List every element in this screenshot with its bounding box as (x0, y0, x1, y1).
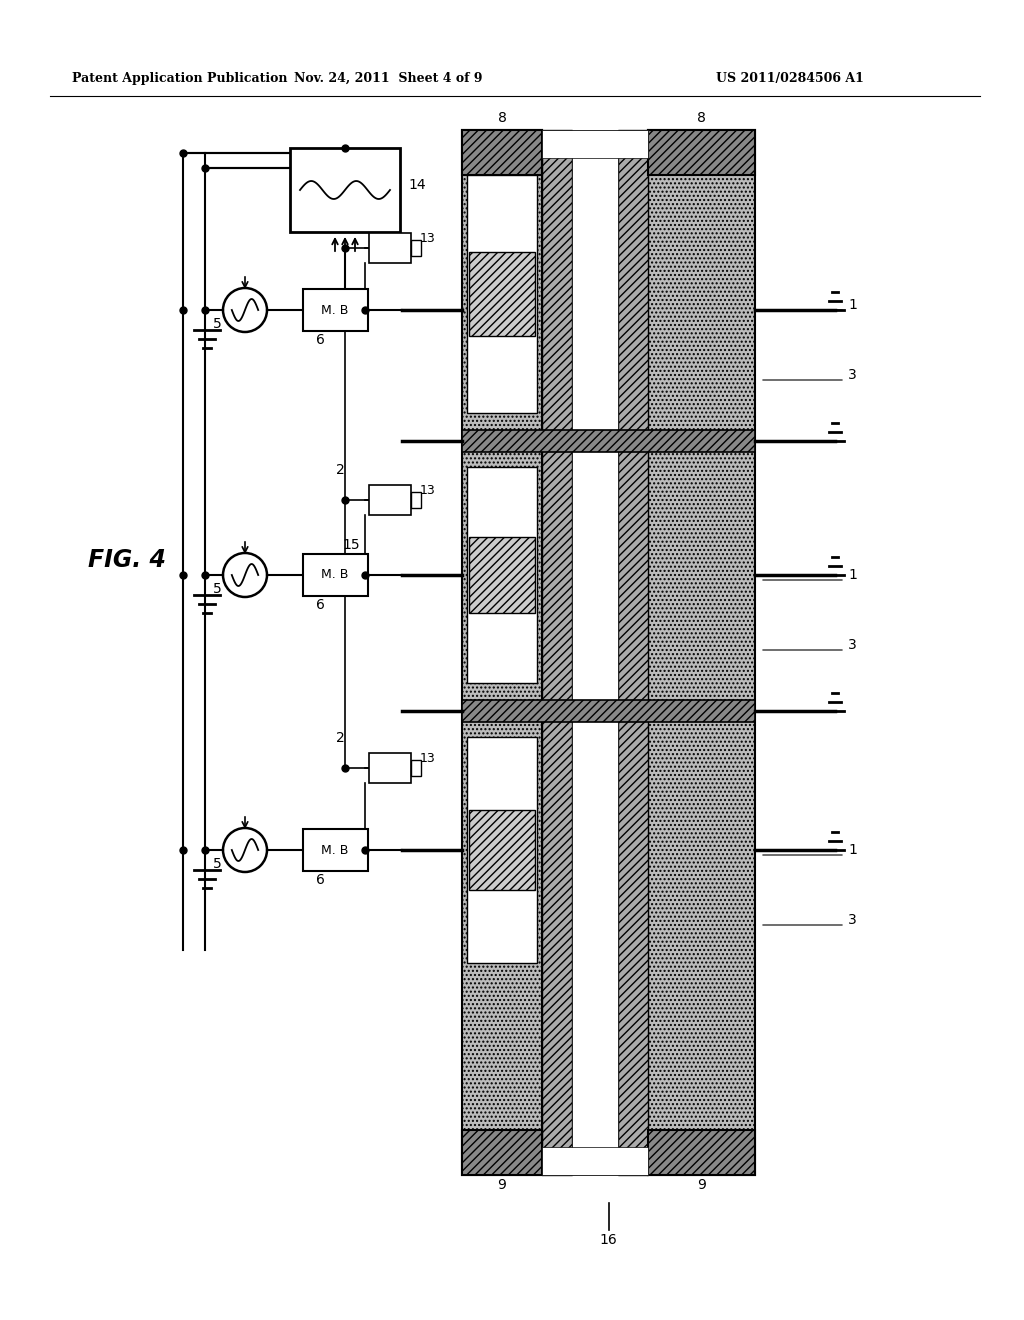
Text: 15: 15 (342, 539, 360, 552)
Text: Patent Application Publication: Patent Application Publication (72, 73, 288, 84)
Bar (302, 289, 368, 331)
Bar (648, 129, 755, 1175)
Text: US 2011/0284506 A1: US 2011/0284506 A1 (716, 73, 864, 84)
Text: M. B: M. B (322, 569, 349, 582)
Bar (302, 554, 368, 597)
Text: M. B: M. B (322, 843, 349, 857)
Bar (542, 129, 648, 158)
Bar (469, 810, 535, 890)
Text: 5: 5 (213, 857, 221, 871)
Bar (411, 492, 421, 508)
Text: 8: 8 (498, 111, 507, 125)
Text: 3: 3 (848, 913, 857, 927)
Bar (467, 737, 537, 964)
Bar (648, 129, 755, 176)
Text: 8: 8 (697, 111, 706, 125)
Bar (369, 752, 411, 783)
Text: 2: 2 (336, 463, 344, 477)
Bar (302, 829, 368, 871)
Text: 6: 6 (315, 333, 325, 347)
Text: 9: 9 (697, 1177, 706, 1192)
Bar (467, 467, 537, 682)
Bar (411, 760, 421, 776)
Text: Nov. 24, 2011  Sheet 4 of 9: Nov. 24, 2011 Sheet 4 of 9 (294, 73, 482, 84)
Bar (462, 129, 542, 176)
Bar (469, 252, 535, 335)
Bar (369, 234, 411, 263)
Bar (572, 129, 618, 1175)
Bar (467, 176, 537, 413)
Text: 3: 3 (848, 368, 857, 381)
Text: 1: 1 (848, 843, 857, 857)
Text: 13: 13 (420, 483, 436, 496)
Text: 3: 3 (848, 638, 857, 652)
Text: M. B: M. B (322, 304, 349, 317)
Bar (462, 1130, 542, 1175)
Text: 13: 13 (420, 751, 436, 764)
Bar (462, 430, 755, 451)
Bar (411, 240, 421, 256)
Text: 5: 5 (213, 582, 221, 597)
Bar (290, 148, 400, 232)
Text: 6: 6 (315, 873, 325, 887)
Bar (369, 484, 411, 515)
Text: 14: 14 (408, 178, 426, 191)
Text: 1: 1 (848, 298, 857, 312)
Bar (462, 700, 755, 722)
Bar (542, 129, 572, 1175)
Bar (462, 129, 542, 1175)
Text: 1: 1 (848, 568, 857, 582)
Text: 13: 13 (420, 231, 436, 244)
Text: 6: 6 (315, 598, 325, 612)
Text: 5: 5 (213, 317, 221, 331)
Text: 2: 2 (336, 731, 344, 744)
Text: 2: 2 (336, 211, 344, 224)
Bar (618, 129, 648, 1175)
Bar (542, 1147, 648, 1175)
Text: 16: 16 (600, 1233, 617, 1247)
Bar (648, 1130, 755, 1175)
Text: 9: 9 (498, 1177, 507, 1192)
Bar (469, 537, 535, 612)
Text: FIG. 4: FIG. 4 (88, 548, 166, 572)
